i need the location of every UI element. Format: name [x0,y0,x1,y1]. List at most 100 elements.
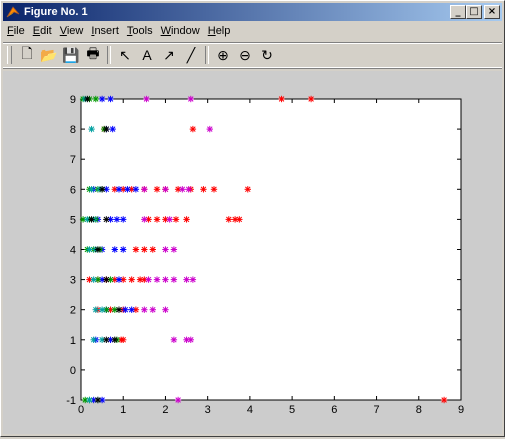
maximize-button[interactable]: □ [466,5,482,19]
data-point [94,396,102,404]
x-tick-label: 1 [120,404,126,416]
y-tick-label: 4 [70,245,76,257]
data-point [128,306,135,313]
data-point [115,276,123,283]
data-point [166,216,173,223]
data-point [128,276,135,283]
data-point [124,186,131,193]
data-point [98,306,106,313]
data-point [113,216,121,223]
data-point [111,276,118,283]
data-point [90,336,97,343]
data-point [120,276,127,283]
toolbar-separator [205,46,209,64]
data-point [183,216,190,223]
data-point [103,336,110,343]
data-point [92,306,99,313]
data-point [94,276,102,283]
data-point [132,246,140,253]
data-point [225,216,232,223]
menu-insert[interactable]: Insert [91,25,119,37]
data-point [162,276,169,283]
data-point [141,216,148,223]
data-point [149,246,156,253]
data-point [244,186,251,193]
data-point [82,396,89,404]
data-point [120,246,127,253]
data-point [98,95,106,103]
zoom-out-icon[interactable]: ⊖ [239,46,251,63]
data-point [79,216,87,223]
new-figure-icon[interactable]: 🗋 [21,45,33,61]
insert-line-icon[interactable]: ╱ [186,46,196,63]
data-point [88,186,95,193]
data-point [86,396,93,404]
data-point [278,95,285,103]
y-tick-label: 8 [70,124,76,136]
matlab-logo-icon [6,5,20,19]
x-tick-label: 4 [247,404,253,416]
y-tick-label: 1 [70,335,76,347]
data-point [187,336,194,343]
data-point [172,216,180,223]
data-point [115,306,123,313]
menu-bar: File Edit View Insert Tools Window Help [3,22,502,40]
print-icon[interactable]: 🖶 [86,45,100,61]
data-point [187,95,194,103]
x-tick-label: 6 [331,404,337,416]
x-tick-label: 7 [373,404,379,416]
data-point [141,246,148,253]
insert-text-icon[interactable]: A [142,47,152,63]
data-point [183,276,190,283]
menu-view[interactable]: View [59,25,84,37]
data-point [88,125,95,133]
rotate-3d-icon[interactable]: ↻ [261,46,273,63]
data-point [103,276,110,283]
title-bar[interactable]: Figure No. 1 _ □ × [3,3,502,21]
y-tick-label: 2 [70,305,76,317]
close-button[interactable]: × [484,5,500,19]
menu-file[interactable]: File [7,25,25,37]
data-point [98,186,106,193]
data-point [103,125,110,133]
insert-arrow-icon[interactable]: ↗ [163,46,175,63]
data-point [143,95,150,103]
menu-help[interactable]: Help [207,25,231,37]
data-point [440,396,448,404]
data-point [210,186,218,193]
data-point [189,276,197,283]
x-tick-label: 8 [416,404,422,416]
data-point [141,306,148,313]
figure-toolbar: 🗋 📂 💾 🖶 ↖ A ↗ ╱ ⊕ ⊖ ↻ [3,42,502,68]
menu-tools[interactable]: Tools [126,25,153,37]
data-point [162,246,169,253]
data-point [174,396,182,404]
data-point [98,336,106,343]
zoom-in-icon[interactable]: ⊕ [217,46,229,63]
y-tick-label: 7 [70,154,76,166]
data-point [141,186,148,193]
y-tick-label: 3 [70,275,76,287]
data-point [153,276,161,283]
window-title: Figure No. 1 [24,6,88,18]
minimize-button[interactable]: _ [450,5,466,19]
data-point [90,276,97,283]
data-point [103,216,110,223]
save-icon[interactable]: 💾 [62,46,80,63]
data-point [153,186,161,193]
edit-plot-arrow-icon[interactable]: ↖ [119,46,131,63]
data-point [115,186,123,193]
data-point [120,336,127,343]
y-tick-label: 6 [70,184,76,196]
data-point [84,95,91,103]
data-point [132,186,140,193]
toolbar-grip[interactable] [7,46,12,64]
menu-edit[interactable]: Edit [32,25,52,37]
menu-window[interactable]: Window [160,25,200,37]
data-point [111,336,118,343]
data-point [107,95,114,103]
x-tick-label: 2 [162,404,168,416]
open-file-icon[interactable]: 📂 [40,46,58,63]
x-tick-label: 3 [205,404,211,416]
data-point [162,186,169,193]
